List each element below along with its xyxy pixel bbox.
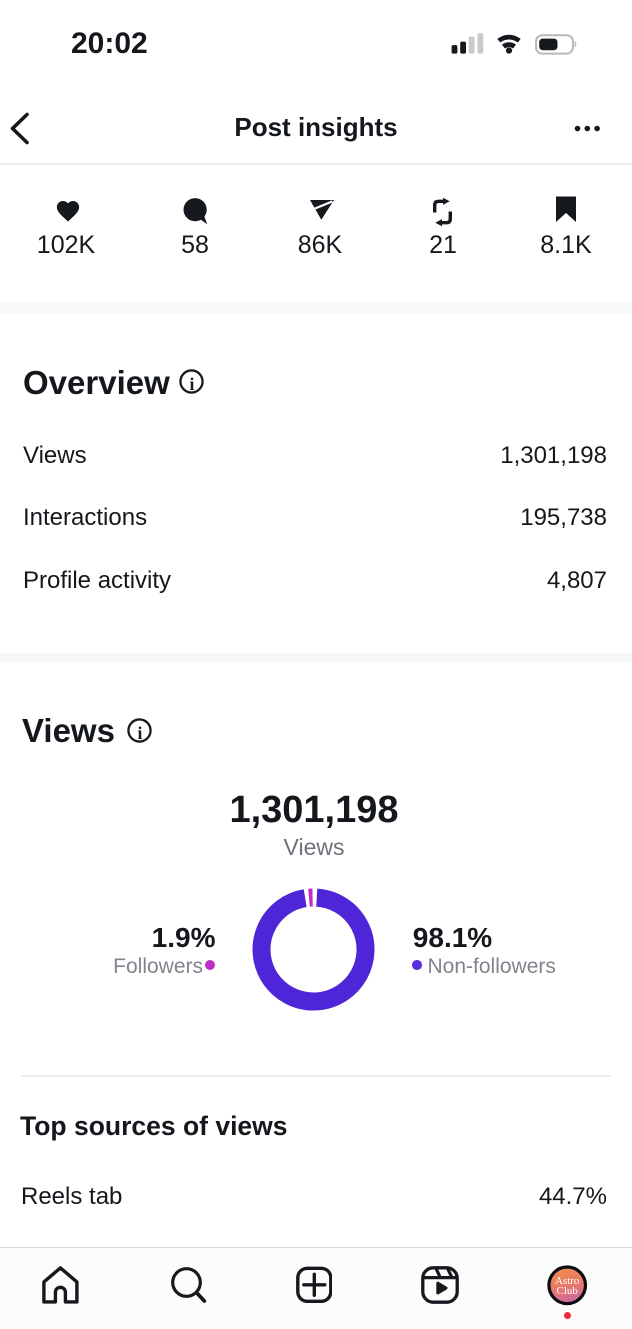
svg-text:i: i xyxy=(189,374,194,394)
svg-text:i: i xyxy=(137,723,142,743)
svg-text:Astro: Astro xyxy=(555,1275,580,1287)
svg-text:Club: Club xyxy=(556,1285,578,1297)
